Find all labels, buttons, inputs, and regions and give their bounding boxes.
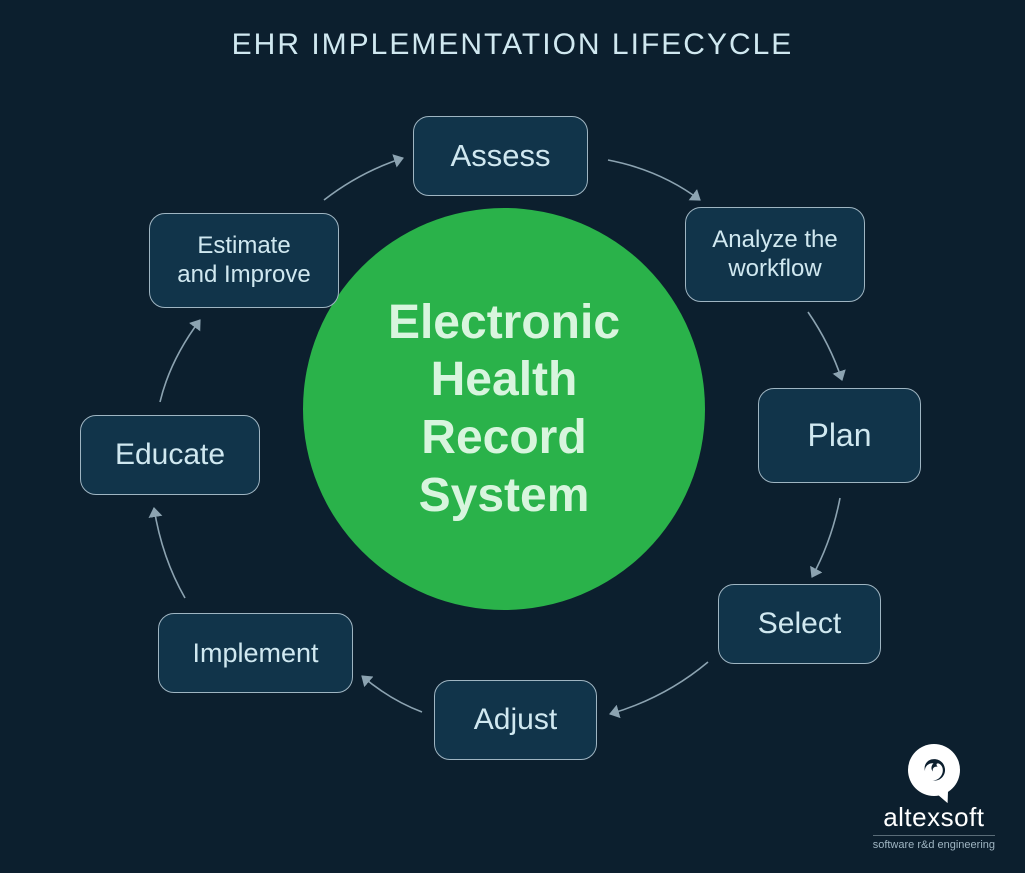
brand-logo: altexsoft software r&d engineering bbox=[873, 744, 995, 851]
arrow-adjust-to-implement bbox=[362, 676, 422, 712]
center-circle: Electronic Health Record System bbox=[303, 208, 705, 610]
logo-tagline: software r&d engineering bbox=[873, 835, 995, 851]
logo-bubble-icon bbox=[908, 744, 960, 796]
arrow-estimate-to-assess bbox=[324, 158, 403, 200]
node-label: Estimate and Improve bbox=[177, 232, 310, 290]
arrow-analyze-to-plan bbox=[808, 312, 842, 380]
node-label: Assess bbox=[451, 137, 551, 174]
node-label: Adjust bbox=[474, 702, 557, 738]
arrow-implement-to-educate bbox=[154, 508, 185, 598]
lifecycle-node-analyze: Analyze the workflow bbox=[685, 207, 865, 302]
lifecycle-node-estimate: Estimate and Improve bbox=[149, 213, 339, 308]
lifecycle-node-plan: Plan bbox=[758, 388, 921, 483]
lifecycle-node-educate: Educate bbox=[80, 415, 260, 495]
page-title: EHR IMPLEMENTATION LIFECYCLE bbox=[0, 28, 1025, 62]
node-label: Plan bbox=[807, 416, 871, 454]
logo-name: altexsoft bbox=[873, 802, 995, 833]
arrow-plan-to-select bbox=[812, 498, 840, 577]
arrow-educate-to-estimate bbox=[160, 320, 200, 402]
lifecycle-node-select: Select bbox=[718, 584, 881, 664]
node-label: Analyze the workflow bbox=[712, 226, 837, 284]
arrow-assess-to-analyze bbox=[608, 160, 700, 200]
lifecycle-node-assess: Assess bbox=[413, 116, 588, 196]
lifecycle-node-adjust: Adjust bbox=[434, 680, 597, 760]
logo-swirl-icon bbox=[921, 757, 947, 783]
node-label: Implement bbox=[192, 637, 318, 669]
lifecycle-node-implement: Implement bbox=[158, 613, 353, 693]
center-label: Electronic Health Record System bbox=[388, 294, 620, 524]
node-label: Select bbox=[758, 606, 841, 642]
arrow-select-to-adjust bbox=[610, 662, 708, 714]
node-label: Educate bbox=[115, 437, 225, 473]
